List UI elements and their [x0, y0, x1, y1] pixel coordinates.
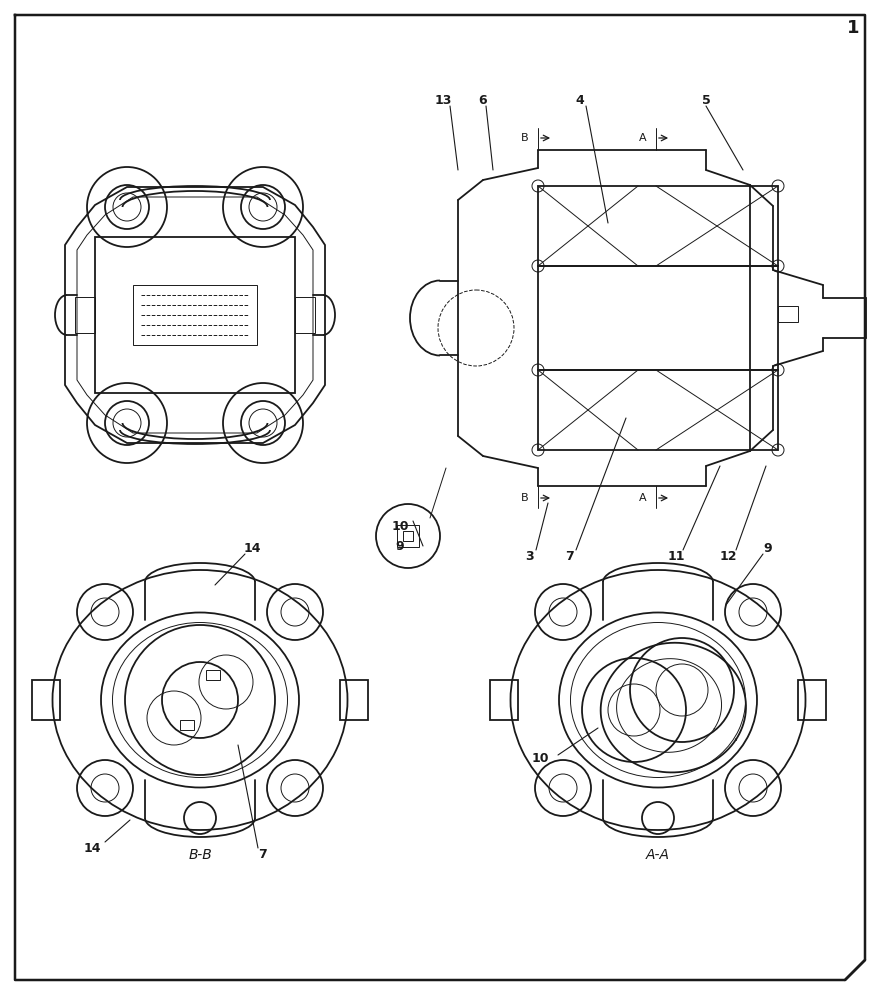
- Bar: [403, 531, 413, 541]
- Bar: [95, 237, 295, 393]
- Bar: [798, 680, 826, 720]
- Text: A: A: [639, 133, 647, 143]
- Text: 6: 6: [479, 94, 488, 106]
- Bar: [133, 285, 257, 345]
- Bar: [538, 370, 778, 450]
- Bar: [206, 670, 220, 680]
- Bar: [778, 306, 798, 322]
- Text: 14: 14: [243, 542, 260, 554]
- Text: 7: 7: [258, 848, 267, 861]
- Text: 9: 9: [396, 540, 404, 552]
- Text: 10: 10: [392, 520, 408, 532]
- Text: 13: 13: [435, 94, 451, 106]
- Text: A-A: A-A: [646, 848, 670, 862]
- Bar: [397, 525, 419, 547]
- Bar: [538, 266, 778, 370]
- Text: B: B: [521, 133, 529, 143]
- Text: 11: 11: [667, 550, 685, 562]
- Text: 3: 3: [525, 550, 534, 562]
- Text: 10: 10: [532, 752, 549, 764]
- Text: B-B: B-B: [188, 848, 212, 862]
- Bar: [538, 186, 778, 266]
- Bar: [32, 680, 60, 720]
- Text: 5: 5: [701, 94, 710, 106]
- Bar: [490, 680, 518, 720]
- Bar: [180, 720, 194, 730]
- Text: 12: 12: [719, 550, 737, 562]
- Bar: [75, 297, 95, 333]
- Bar: [295, 297, 315, 333]
- Bar: [340, 680, 368, 720]
- Text: 7: 7: [566, 550, 575, 562]
- Text: 14: 14: [84, 842, 100, 854]
- Text: B: B: [521, 493, 529, 503]
- Text: 1: 1: [847, 19, 859, 37]
- Text: 9: 9: [764, 542, 773, 554]
- Text: 4: 4: [576, 94, 584, 106]
- Text: A: A: [639, 493, 647, 503]
